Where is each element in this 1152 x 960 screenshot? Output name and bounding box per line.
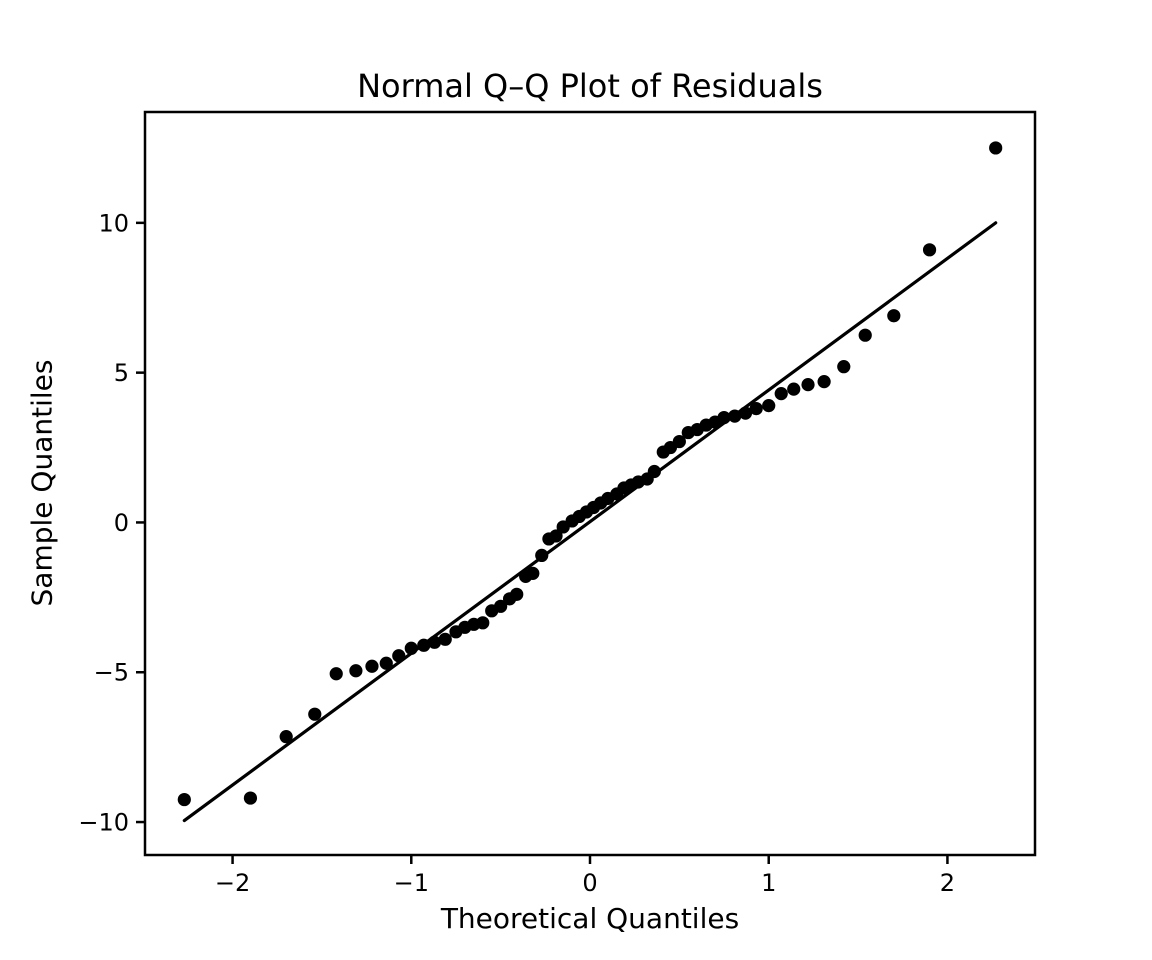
data-point bbox=[762, 399, 776, 413]
data-point bbox=[379, 656, 393, 670]
data-point bbox=[308, 707, 322, 721]
data-point bbox=[526, 566, 540, 580]
data-point bbox=[438, 632, 452, 646]
y-tick-label: 10 bbox=[98, 209, 129, 237]
data-point bbox=[672, 434, 686, 449]
x-tick-label: 0 bbox=[582, 869, 597, 897]
chart-title: Normal Q–Q Plot of Residuals bbox=[357, 67, 823, 105]
data-point bbox=[243, 791, 258, 805]
y-tick-label: −10 bbox=[78, 809, 129, 837]
data-point bbox=[787, 382, 801, 396]
data-point bbox=[774, 387, 788, 401]
data-point bbox=[801, 378, 815, 392]
y-axis-label: Sample Quantiles bbox=[25, 359, 59, 607]
y-tick-label: 0 bbox=[114, 509, 129, 537]
data-point bbox=[392, 649, 406, 663]
data-point bbox=[329, 667, 343, 681]
data-point bbox=[510, 587, 524, 601]
data-point bbox=[427, 635, 442, 649]
data-point bbox=[535, 548, 549, 563]
data-point bbox=[728, 409, 742, 423]
y-tick-label: −5 bbox=[94, 659, 129, 687]
x-tick-label: −2 bbox=[215, 869, 250, 897]
x-tick-label: 1 bbox=[761, 869, 776, 897]
data-point bbox=[417, 638, 431, 652]
data-point bbox=[858, 328, 872, 342]
x-axis-label: Theoretical Quantiles bbox=[440, 902, 740, 935]
data-point bbox=[365, 659, 379, 673]
plot-border bbox=[143, 110, 1037, 857]
data-point bbox=[717, 410, 731, 425]
data-point bbox=[989, 141, 1003, 155]
data-point bbox=[922, 243, 937, 257]
x-tick-label: −1 bbox=[394, 869, 429, 897]
data-point bbox=[476, 616, 490, 630]
x-tick-label: 2 bbox=[940, 869, 955, 897]
data-point bbox=[177, 792, 191, 807]
data-point bbox=[349, 664, 363, 678]
data-point bbox=[494, 599, 508, 613]
data-point bbox=[279, 730, 293, 744]
data-point bbox=[738, 406, 753, 420]
data-point bbox=[749, 402, 763, 416]
data-point bbox=[647, 464, 661, 479]
data-point bbox=[549, 529, 563, 543]
data-point bbox=[404, 641, 418, 655]
data-point bbox=[837, 360, 851, 374]
y-tick-label: 5 bbox=[114, 359, 129, 387]
reference-line bbox=[182, 221, 998, 823]
data-point bbox=[887, 309, 901, 323]
data-point bbox=[817, 375, 831, 389]
